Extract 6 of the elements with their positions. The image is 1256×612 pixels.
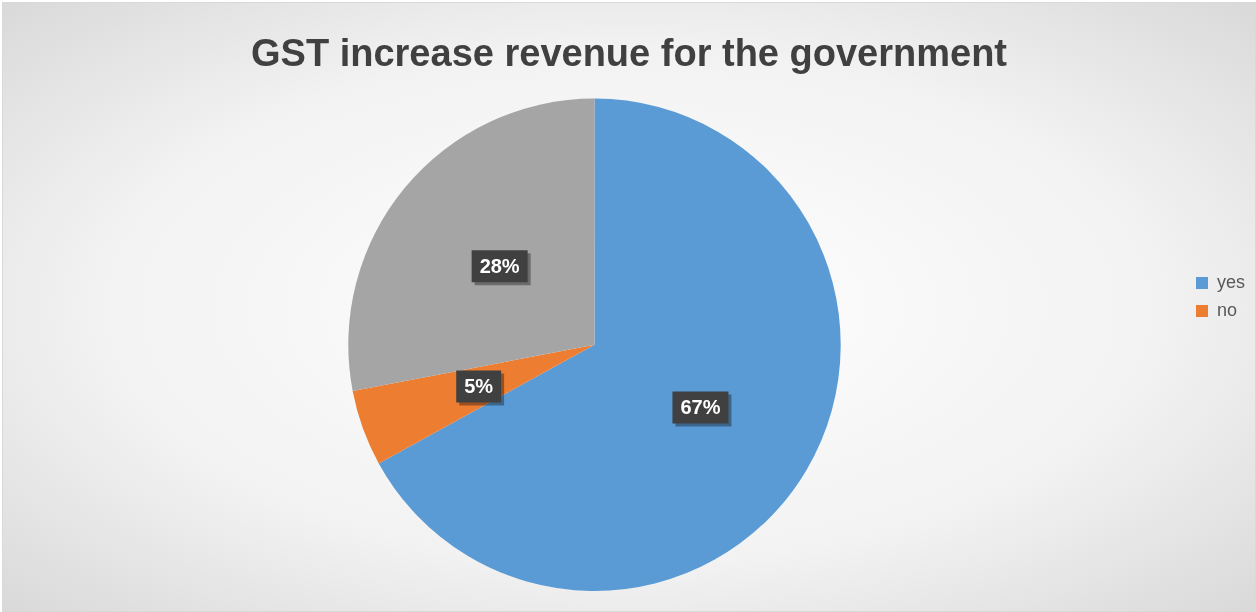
legend-label: no <box>1216 299 1238 320</box>
data-label: 5% <box>464 375 494 398</box>
data-label: 67% <box>680 395 721 418</box>
legend-label: yes <box>1216 271 1245 292</box>
data-label: 28% <box>479 254 520 277</box>
chart-title: GST increase revenue for the government <box>250 32 1008 75</box>
